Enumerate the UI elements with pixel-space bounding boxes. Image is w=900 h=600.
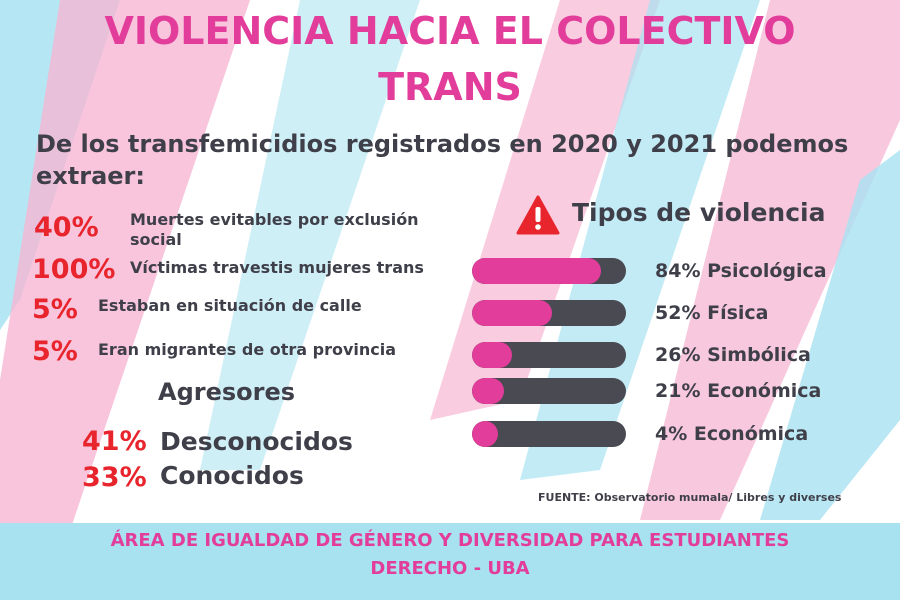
stat-pct: 100% (32, 254, 116, 285)
agresor-pct: 33% (82, 462, 147, 493)
source-note: FUENTE: Observatorio mumala/ Libres y di… (538, 491, 842, 504)
violence-bar-fill (472, 258, 601, 284)
stat-label: Muertes evitables por exclusión social (130, 210, 419, 249)
footer-line2: DERECHO - UBA (370, 558, 530, 579)
stat-pct: 5% (32, 336, 78, 367)
stat-pct: 5% (32, 294, 78, 325)
intro-text: De los transfemicidios registrados en 20… (36, 130, 849, 190)
violence-bar-fill (472, 300, 552, 326)
agresores-title: Agresores (158, 378, 296, 406)
violence-label: 26% Simbólica (655, 344, 811, 366)
agresor-label: Conocidos (160, 461, 304, 490)
violence-label: 84% Psicológica (655, 260, 827, 282)
stat-label: Estaban en situación de calle (98, 296, 362, 315)
violence-label: 21% Económica (655, 380, 822, 402)
warning-icon (516, 195, 560, 235)
agresor-label: Desconocidos (160, 427, 353, 456)
violence-bar-fill (472, 421, 498, 447)
stat-pct: 40% (34, 212, 99, 243)
stat-label: Víctimas travestis mujeres trans (130, 258, 424, 277)
footer-line1: ÁREA DE IGUALDAD DE GÉNERO Y DIVERSIDAD … (110, 530, 790, 551)
tipos-title: Tipos de violencia (572, 198, 826, 227)
page-title-line1: VIOLENCIA HACIA EL COLECTIVO (104, 9, 796, 53)
footer-band (0, 523, 900, 600)
stat-label: Eran migrantes de otra provincia (98, 340, 397, 359)
violence-bar-fill (472, 378, 504, 404)
page-title-line2: TRANS (378, 65, 522, 109)
violence-label: 4% Económica (655, 423, 809, 445)
agresor-pct: 41% (82, 426, 147, 457)
violence-bar (472, 258, 626, 284)
violence-label: 52% Física (655, 302, 769, 324)
violence-bar (472, 378, 626, 404)
violence-bar (472, 342, 626, 368)
violence-bar (472, 421, 626, 447)
violence-bar (472, 300, 626, 326)
violence-bar-fill (472, 342, 512, 368)
